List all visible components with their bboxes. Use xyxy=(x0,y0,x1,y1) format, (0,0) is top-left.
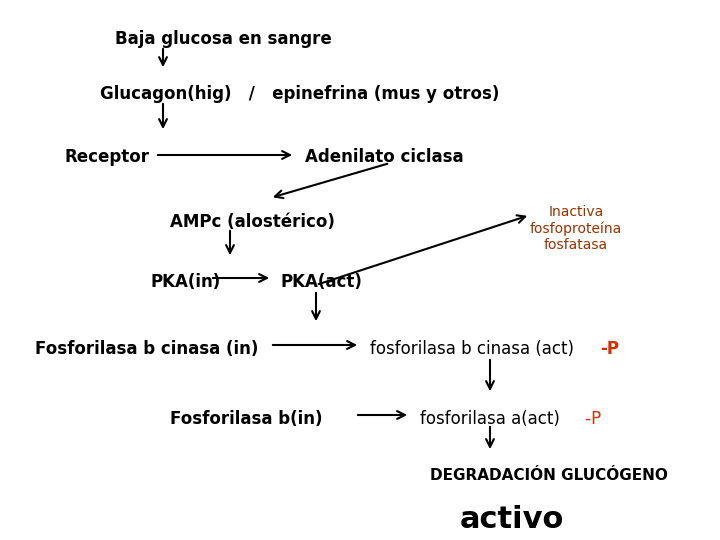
Text: Inactiva
fosfoproteína
fosfatasa: Inactiva fosfoproteína fosfatasa xyxy=(530,205,622,252)
Text: -P: -P xyxy=(600,340,619,358)
Text: DEGRADACIÓN GLUCÓGENO: DEGRADACIÓN GLUCÓGENO xyxy=(430,468,668,483)
Text: fosforilasa b cinasa (act): fosforilasa b cinasa (act) xyxy=(370,340,574,358)
Text: -P: -P xyxy=(580,410,601,428)
Text: Receptor: Receptor xyxy=(65,148,150,166)
Text: PKA(act): PKA(act) xyxy=(280,273,362,291)
Text: Glucagon(hig)   /   epinefrina (mus y otros): Glucagon(hig) / epinefrina (mus y otros) xyxy=(100,85,500,103)
Text: Baja glucosa en sangre: Baja glucosa en sangre xyxy=(115,30,332,48)
Text: Fosforilasa b(in): Fosforilasa b(in) xyxy=(170,410,323,428)
Text: activo: activo xyxy=(460,505,564,534)
Text: PKA(in): PKA(in) xyxy=(150,273,220,291)
Text: fosforilasa a(act): fosforilasa a(act) xyxy=(420,410,560,428)
Text: AMPc (alostérico): AMPc (alostérico) xyxy=(170,213,335,231)
Text: Adenilato ciclasa: Adenilato ciclasa xyxy=(305,148,464,166)
Text: Fosforilasa b cinasa (in): Fosforilasa b cinasa (in) xyxy=(35,340,258,358)
